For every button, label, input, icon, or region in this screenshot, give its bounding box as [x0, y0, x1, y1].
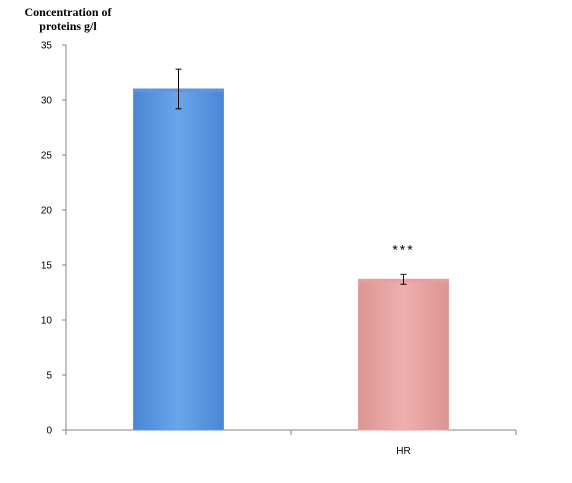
bars-group: *** [133, 68, 449, 431]
y-tick-label: 0 [46, 426, 52, 437]
y-axis-title-line-1: Concentration of [25, 5, 113, 19]
y-tick-label: 20 [41, 206, 53, 217]
significance-annotation-1: *** [392, 241, 414, 257]
y-tick-label: 15 [41, 261, 53, 272]
y-tick-label: 5 [46, 371, 52, 382]
bar-1 [358, 278, 449, 431]
y-tick-label: 10 [41, 316, 53, 327]
y-tick-label: 35 [41, 41, 53, 52]
x-axis: HR [65, 429, 517, 457]
x-category-label-1: HR [396, 446, 410, 457]
y-axis-title-line-2: proteins g/l [39, 19, 97, 33]
y-tick-label: 30 [41, 96, 53, 107]
y-tick-label: 25 [41, 151, 53, 162]
bar-0 [133, 88, 224, 431]
y-axis: 0 5 10 15 20 25 30 35 [41, 41, 67, 437]
